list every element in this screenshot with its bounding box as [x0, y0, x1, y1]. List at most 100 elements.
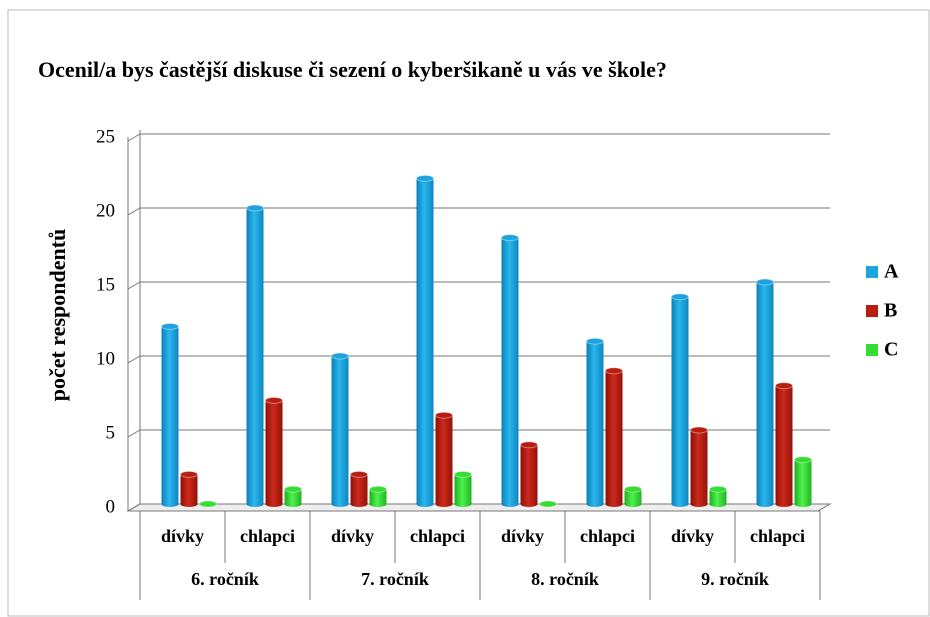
- legend-label: A: [884, 261, 899, 283]
- legend-label: C: [884, 339, 898, 361]
- x-tick-label: chlapci: [750, 526, 805, 546]
- bar-cap: [199, 500, 217, 508]
- bar: [331, 356, 349, 504]
- bar: [454, 474, 472, 504]
- bar: [284, 489, 302, 504]
- bar: [350, 474, 368, 504]
- bar: [671, 296, 689, 504]
- bar: [690, 430, 708, 504]
- bar-base: [369, 501, 387, 507]
- bar-base: [435, 501, 453, 507]
- bar-base: [690, 501, 708, 507]
- y-tick-label: 15: [96, 274, 115, 295]
- x-tick-label: dívky: [501, 526, 544, 546]
- bar-cap: [454, 470, 472, 478]
- bar-base: [709, 501, 727, 507]
- bar: [624, 489, 642, 504]
- bar-base: [331, 501, 349, 507]
- bar-base: [501, 501, 519, 507]
- frame: [7, 9, 930, 617]
- bar-base: [284, 501, 302, 507]
- bar-cap: [246, 204, 264, 212]
- bar-cap: [284, 485, 302, 493]
- bar-cap: [416, 174, 434, 182]
- chart-title: Ocenil/a bys častější diskuse či sezení …: [38, 57, 667, 82]
- bar-cap: [350, 470, 368, 478]
- y-tick-label: 25: [96, 126, 115, 147]
- bar-cap: [624, 485, 642, 493]
- grid-line: [127, 355, 830, 364]
- legend-swatch: [866, 344, 878, 356]
- bar: [586, 341, 604, 504]
- bar-cap: [794, 456, 812, 464]
- x-tick-label: dívky: [331, 526, 374, 546]
- legend-label: B: [884, 300, 897, 322]
- y-axis-label: počet respondentů: [45, 229, 70, 402]
- bar: [520, 444, 538, 504]
- bar-base: [180, 501, 198, 507]
- bar-base: [671, 501, 689, 507]
- bar-cap: [180, 470, 198, 478]
- bar: [794, 459, 812, 504]
- bar: [605, 370, 623, 504]
- bar-cap: [586, 337, 604, 345]
- group-label: 7. ročník: [361, 569, 429, 589]
- legend-swatch: [866, 305, 878, 317]
- bar-base: [586, 501, 604, 507]
- bar: [246, 208, 264, 504]
- bar-base: [775, 501, 793, 507]
- grid-line: [127, 429, 830, 438]
- x-tick-label: dívky: [161, 526, 204, 546]
- bar: [369, 489, 387, 504]
- bar-cap: [435, 411, 453, 419]
- bar: [161, 326, 179, 504]
- bar-cap: [539, 500, 557, 508]
- bar-cap: [161, 322, 179, 330]
- bar-cap: [671, 293, 689, 301]
- bar-cap: [690, 426, 708, 434]
- bar-base: [624, 501, 642, 507]
- x-tick-label: chlapci: [410, 526, 465, 546]
- grid-line: [127, 133, 830, 142]
- grid-line: [127, 281, 830, 290]
- bar-base: [265, 501, 283, 507]
- y-tick-label: 20: [96, 200, 115, 221]
- y-tick-label: 5: [106, 422, 116, 443]
- bar: [180, 474, 198, 504]
- bar-cap: [520, 441, 538, 449]
- bar-cap: [501, 234, 519, 242]
- bar-base: [416, 501, 434, 507]
- bar-base: [350, 501, 368, 507]
- legend-swatch: [866, 266, 878, 278]
- x-tick-label: chlapci: [580, 526, 635, 546]
- y-tick-label: 0: [106, 496, 116, 517]
- bar-cap: [775, 382, 793, 390]
- bar-cap: [369, 485, 387, 493]
- bar: [416, 178, 434, 504]
- bar: [775, 385, 793, 504]
- group-label: 8. ročník: [531, 569, 599, 589]
- bar-cap: [605, 367, 623, 375]
- bar-base: [246, 501, 264, 507]
- y-tick-label: 10: [96, 348, 115, 369]
- bar: [501, 237, 519, 504]
- group-label: 6. ročník: [191, 569, 259, 589]
- grid-line: [127, 207, 830, 216]
- x-tick-label: chlapci: [240, 526, 295, 546]
- bar-cap: [265, 396, 283, 404]
- bar: [435, 415, 453, 504]
- bar-cap: [331, 352, 349, 360]
- bar-base: [605, 501, 623, 507]
- bar: [756, 282, 774, 504]
- bar-base: [454, 501, 472, 507]
- bar-cap: [756, 278, 774, 286]
- bar-base: [161, 501, 179, 507]
- bar-cap: [709, 485, 727, 493]
- bar-base: [520, 501, 538, 507]
- x-tick-label: dívky: [671, 526, 714, 546]
- bar-base: [794, 501, 812, 507]
- group-label: 9. ročník: [701, 569, 769, 589]
- bar: [709, 489, 727, 504]
